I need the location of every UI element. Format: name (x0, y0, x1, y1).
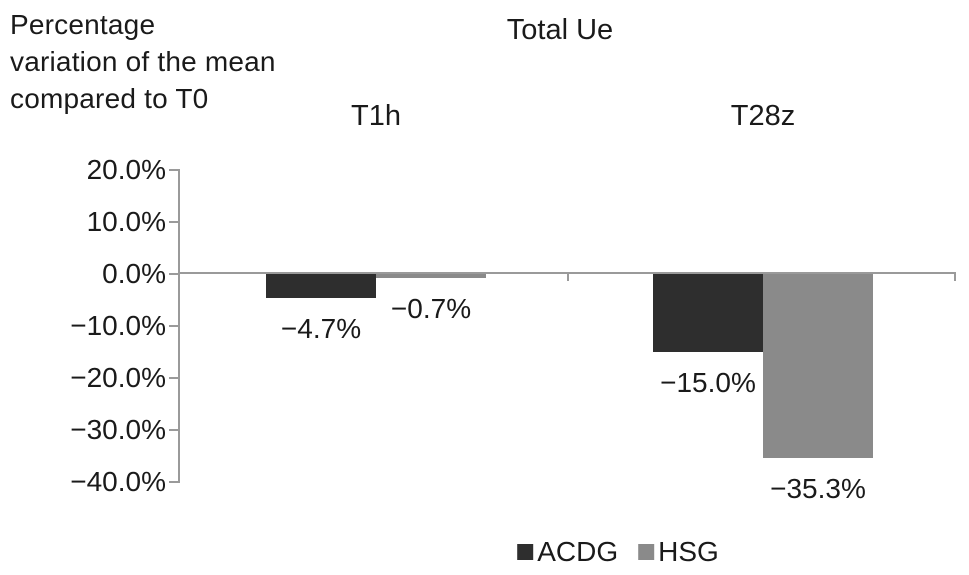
y-tick (169, 429, 178, 431)
category-label: T28z (730, 100, 796, 132)
bar (266, 274, 376, 299)
y-tick (169, 169, 178, 171)
category-divider-tick (567, 273, 569, 281)
y-tick (169, 221, 178, 223)
chart-title: Total Ue (506, 14, 614, 46)
y-tick-label: −30.0% (70, 414, 166, 445)
legend: ACDG HSG (517, 536, 719, 568)
y-tick (169, 481, 178, 483)
y-tick-label: −20.0% (70, 362, 166, 393)
y-tick (169, 273, 178, 275)
bar-value-label: −35.3% (770, 472, 866, 504)
y-tick-label: −40.0% (70, 466, 166, 497)
y-axis-caption: Percentage variation of the mean compare… (10, 9, 276, 114)
legend-label: ACDG (537, 536, 619, 567)
y-tick-label: 20.0% (86, 154, 166, 185)
legend-swatch (517, 544, 534, 560)
bar (653, 274, 763, 352)
y-tick-label: 0.0% (102, 258, 166, 289)
category-label: T1h (351, 100, 401, 132)
legend-item: ACDG (517, 536, 618, 568)
bar-value-label: −0.7% (390, 292, 472, 324)
y-tick-label: 10.0% (86, 206, 166, 237)
bar-value-label: −15.0% (660, 367, 756, 398)
legend-swatch (638, 544, 655, 560)
legend-label: HSG (658, 536, 719, 567)
legend-item: HSG (638, 536, 719, 568)
y-tick (169, 377, 178, 379)
y-axis-line (178, 169, 180, 483)
bar (376, 274, 486, 278)
bar (763, 274, 873, 458)
y-tick-label: −10.0% (70, 310, 166, 341)
bar-value-label: −4.7% (280, 313, 362, 345)
axis-end-tick (954, 273, 956, 281)
y-tick (169, 325, 178, 327)
